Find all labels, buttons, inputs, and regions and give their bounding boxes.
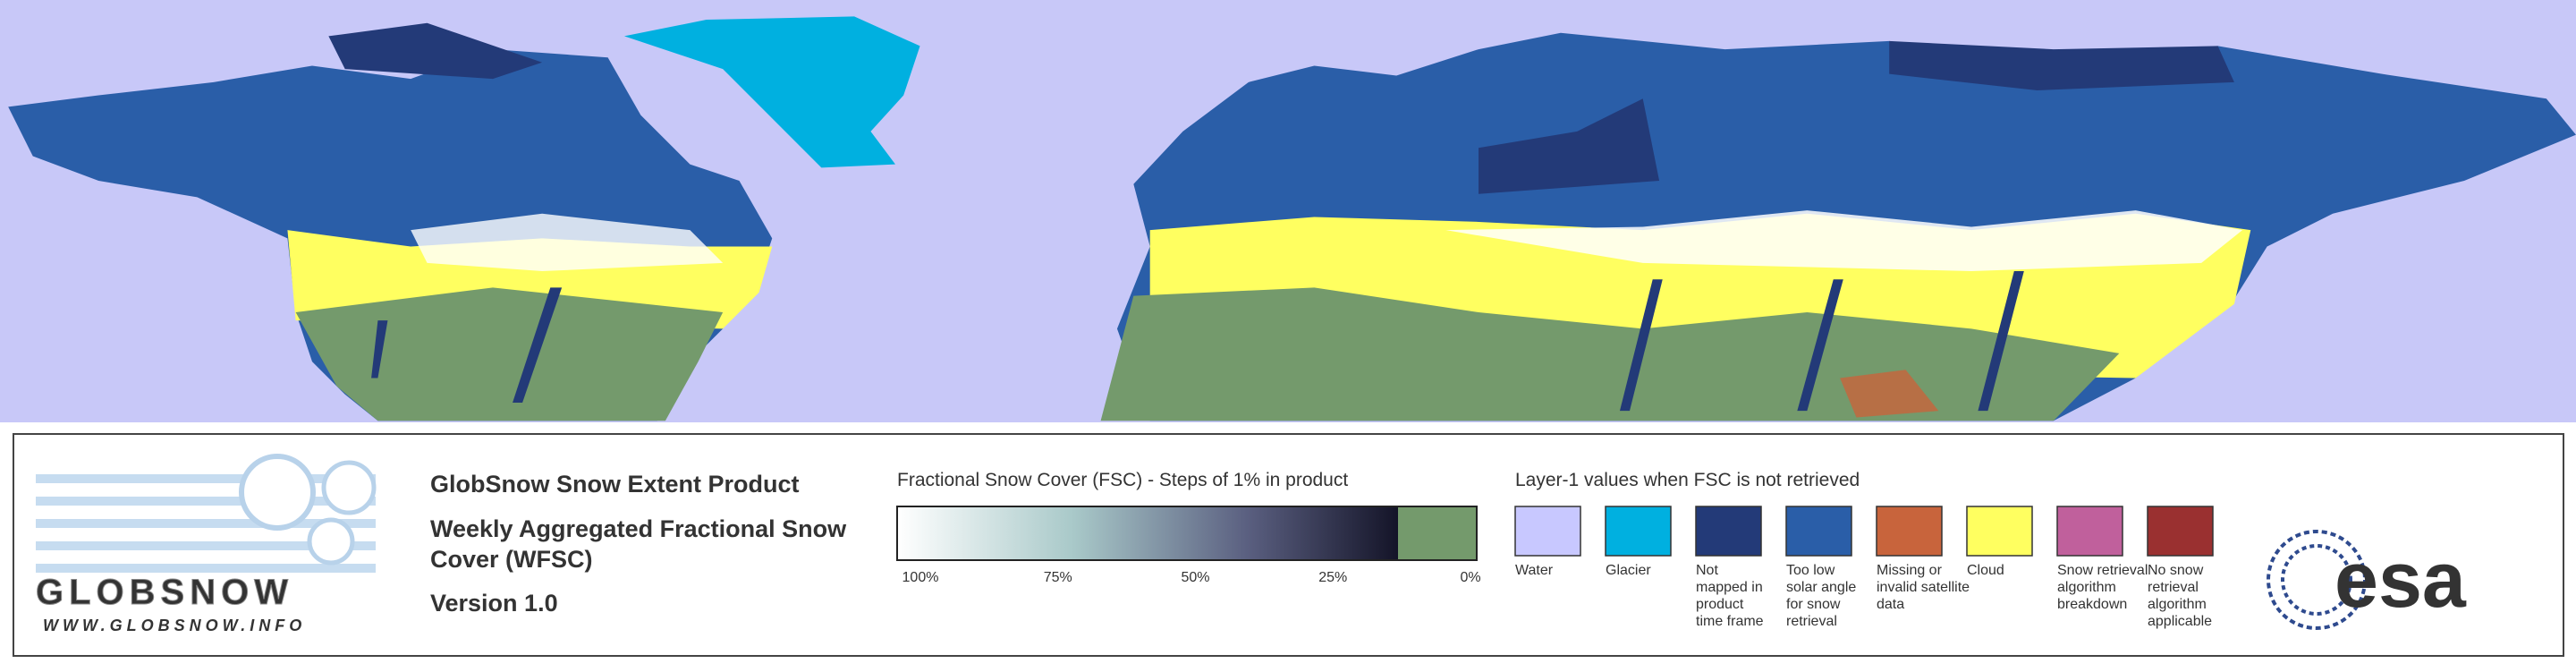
logo-url: WWW.GLOBSNOW.INFO (43, 617, 306, 634)
legend-swatch (1966, 506, 2033, 557)
legend-label: Missing or (1877, 563, 1943, 578)
legend-label: retrieval (1786, 614, 1837, 629)
fsc-label: 100% (902, 570, 939, 585)
legend-label: for snow (1786, 597, 1841, 612)
logo-name: GLOBSNOW (36, 573, 293, 612)
legend-label: breakdown (2057, 597, 2127, 612)
fsc-label: 25% (1318, 570, 1347, 585)
legend-label: Water (1515, 563, 1554, 578)
legend-label: No snow (2148, 563, 2204, 578)
product-subtitle: Cover (WFSC) (430, 546, 593, 573)
globsnow-logo: GLOBSNOW WWW.GLOBSNOW.INFO (36, 454, 377, 634)
legend-label: Too low (1786, 563, 1835, 578)
legend-label: Not (1696, 563, 1718, 578)
legend-label: algorithm (2057, 580, 2116, 595)
legend-label: Glacier (1606, 563, 1651, 578)
fsc-colorbar (896, 506, 1478, 561)
legend-swatch (1695, 506, 1762, 557)
legend-swatch (1605, 506, 1672, 557)
layer1-legend: Water Glacier Not mapped in product time fram… (1514, 506, 2214, 629)
legend-label: solar angle (1786, 580, 1856, 595)
legend-label: algorithm (2148, 597, 2207, 612)
esa-name: esa (2334, 535, 2467, 624)
fsc-title: Fractional Snow Cover (FSC) - Steps of 1… (897, 470, 1348, 490)
legend-swatch (1876, 506, 1943, 557)
legend-swatch (2147, 506, 2214, 557)
legend-label: Cloud (1967, 563, 2004, 578)
legend-label: Snow retrieval (2057, 563, 2148, 578)
legend-label: applicable (2148, 614, 2212, 629)
legend-label: data (1877, 597, 1904, 612)
legend-swatch (1514, 506, 1581, 557)
legend-label: invalid satellite (1877, 580, 1970, 595)
fsc-label: 0% (1460, 570, 1480, 585)
legend-label: retrieval (2148, 580, 2199, 595)
product-title: GlobSnow Snow Extent Product (430, 471, 800, 498)
legend-label: time frame (1696, 614, 1764, 629)
legend-label: mapped in (1696, 580, 1763, 595)
legend-swatch (1785, 506, 1852, 557)
product-version: Version 1.0 (430, 590, 558, 617)
map (0, 0, 2576, 422)
legend-label: product (1696, 597, 1744, 612)
fsc-label: 75% (1044, 570, 1072, 585)
layer1-title: Layer-1 values when FSC is not retrieved (1515, 470, 1860, 490)
legend-swatch (2056, 506, 2123, 557)
fsc-labels: 100% 75% 50% 25% 0% (902, 570, 1481, 585)
product-subtitle: Weekly Aggregated Fractional Snow (430, 515, 847, 542)
fsc-label: 50% (1181, 570, 1209, 585)
esa-logo: esa (2267, 530, 2467, 630)
